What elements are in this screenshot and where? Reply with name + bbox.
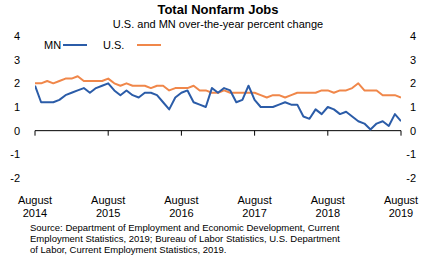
x-tick-label: August2018 [311, 194, 345, 219]
legend-swatch [137, 44, 161, 46]
chart: Total Nonfarm JobsU.S. and MN over-the-y… [0, 0, 436, 258]
legend-label: U.S. [103, 39, 124, 51]
x-tick [35, 131, 36, 136]
x-tick-label-line: 2017 [242, 207, 266, 219]
x-tick-label-line: 2016 [169, 207, 193, 219]
plot-area [35, 76, 401, 129]
y-tick-label: -2 [10, 172, 20, 184]
x-tick [327, 131, 328, 136]
series-line [35, 83, 401, 129]
x-tick [108, 131, 109, 136]
y-tick-label: 2 [14, 77, 20, 89]
source-note: Employment Statistics, 2019; Bureau of L… [30, 233, 340, 244]
x-tick-label-line: 2018 [316, 207, 340, 219]
x-tick-label-line: August [164, 194, 198, 206]
x-tick-label-line: August [384, 194, 418, 206]
series-line [35, 76, 401, 97]
y-tick-label-right: 2 [410, 77, 416, 89]
y-tick-label: 0 [14, 125, 20, 137]
x-tick-label-line: 2014 [23, 207, 47, 219]
subtitle: U.S. and MN over-the-year percent change [113, 18, 323, 30]
x-tick [254, 131, 255, 136]
x-tick-label: August2015 [91, 194, 125, 219]
x-tick-label-line: August [311, 194, 345, 206]
x-tick [181, 131, 182, 136]
x-tick-label-line: August [91, 194, 125, 206]
title: Total Nonfarm Jobs [157, 2, 278, 17]
y-tick-label: 3 [14, 54, 20, 66]
x-tick-label: August2019 [384, 194, 418, 219]
legend-label: MN [44, 39, 61, 51]
source-note: Source: Department of Employment and Eco… [30, 222, 340, 233]
x-tick-label: August2016 [164, 194, 198, 219]
y-tick-label-right: -1 [406, 148, 416, 160]
y-tick-label-right: 4 [410, 30, 416, 42]
y-tick-label-right: -2 [406, 172, 416, 184]
y-tick-label-right: 3 [410, 54, 416, 66]
x-tick-label: August2017 [237, 194, 271, 219]
y-tick-label: 4 [14, 30, 20, 42]
zero-line [35, 130, 401, 131]
legend-swatch [63, 44, 87, 46]
x-tick-label-line: 2019 [389, 207, 413, 219]
x-tick-label-line: August [237, 194, 271, 206]
source-note: of Labor, Current Employment Statistics,… [30, 244, 226, 255]
x-tick [401, 131, 402, 136]
y-tick-label-right: 1 [410, 101, 416, 113]
y-tick-label: -1 [10, 148, 20, 160]
x-tick-label-line: 2015 [96, 207, 120, 219]
x-tick-label: August2014 [18, 194, 52, 219]
y-tick-label-right: 0 [410, 125, 416, 137]
y-tick-label: 1 [14, 101, 20, 113]
x-tick-label-line: August [18, 194, 52, 206]
